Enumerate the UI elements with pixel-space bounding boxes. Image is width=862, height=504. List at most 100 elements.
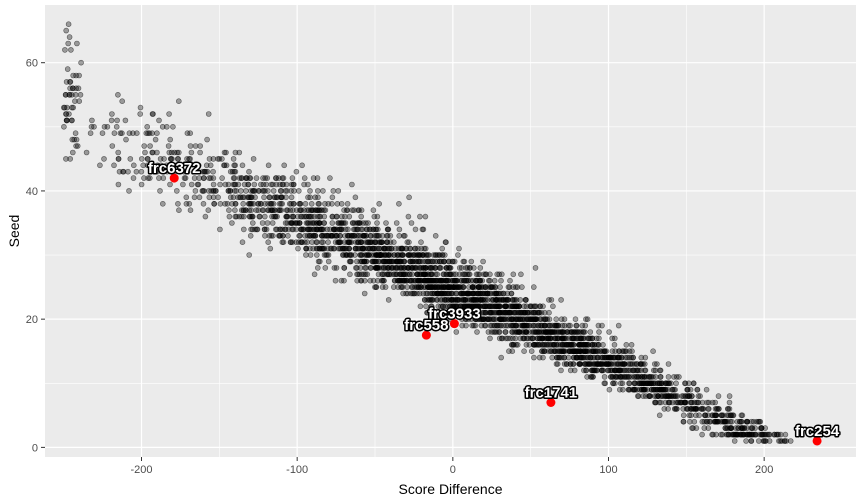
scatter-point: [538, 316, 544, 323]
scatter-point: [638, 354, 645, 361]
scatter-point: [740, 431, 747, 438]
scatter-point: [349, 207, 356, 213]
scatter-point: [539, 335, 546, 342]
scatter-point: [475, 297, 482, 303]
scatter-point: [491, 277, 498, 284]
scatter-point: [684, 386, 691, 393]
scatter-point: [489, 309, 495, 316]
scatter-point: [756, 431, 763, 438]
scatter-point: [574, 335, 581, 342]
scatter-point: [523, 341, 530, 348]
scatter-point: [553, 316, 560, 323]
scatter-point: [420, 252, 426, 258]
scatter-point: [243, 207, 249, 213]
scatter-point: [285, 226, 292, 233]
scatter-point: [373, 245, 380, 252]
scatter-point: [289, 175, 296, 181]
scatter-point: [210, 156, 217, 162]
scatter-point: [331, 265, 338, 271]
scatter-point: [364, 252, 370, 258]
scatter-point: [407, 258, 414, 265]
scatter-point: [455, 297, 462, 303]
scatter-point: [314, 188, 321, 194]
scatter-point: [303, 213, 309, 220]
scatter-point: [113, 124, 120, 130]
scatter-point: [684, 406, 691, 412]
scatter-point: [521, 348, 527, 355]
scatter-point: [316, 201, 322, 207]
scatter-point: [726, 406, 733, 412]
scatter-point: [73, 143, 79, 149]
scatter-point: [63, 27, 69, 34]
scatter-point: [608, 354, 615, 361]
scatter-point: [187, 130, 193, 136]
scatter-point: [480, 297, 486, 303]
scatter-point: [470, 322, 477, 329]
scatter-point: [353, 265, 359, 271]
scatter-point: [62, 92, 69, 98]
scatter-point: [593, 335, 600, 342]
scatter-point: [542, 329, 549, 335]
scatter-point: [245, 181, 251, 188]
scatter-point: [456, 245, 462, 252]
scatter-point: [408, 220, 415, 226]
scatter-point: [317, 207, 324, 213]
scatter-point: [159, 124, 166, 130]
x-tick-label: 200: [755, 464, 773, 476]
scatter-point: [87, 130, 94, 136]
scatter-point: [608, 361, 614, 367]
scatter-point: [679, 393, 685, 399]
scatter-point: [445, 284, 451, 290]
scatter-point: [595, 354, 601, 361]
scatter-point: [492, 322, 498, 329]
scatter-point: [594, 367, 600, 374]
scatter-point: [393, 258, 400, 265]
scatter-point: [338, 277, 345, 284]
scatter-point: [363, 220, 369, 226]
scatter-point: [474, 290, 481, 297]
scatter-point: [583, 348, 590, 355]
scatter-point: [432, 271, 439, 278]
scatter-point: [420, 226, 427, 233]
scatter-point: [638, 367, 645, 374]
scatter-point: [474, 329, 480, 335]
scatter-point: [67, 85, 73, 92]
scatter-point: [456, 265, 463, 271]
scatter-point: [376, 201, 383, 207]
scatter-point: [561, 335, 567, 342]
scatter-point: [288, 188, 294, 194]
scatter-point: [697, 393, 703, 399]
scatter-point: [336, 239, 342, 245]
scatter-point: [337, 226, 344, 233]
scatter-point: [385, 271, 392, 278]
scatter-point: [636, 380, 643, 387]
scatter-point: [292, 220, 299, 226]
scatter-point: [606, 329, 612, 335]
scatter-point: [130, 175, 137, 181]
scatter-point: [385, 226, 391, 233]
scatter-point: [705, 406, 712, 412]
scatter-point: [176, 98, 182, 104]
scatter-point: [485, 303, 492, 310]
scatter-point: [323, 233, 330, 239]
scatter-point: [279, 239, 286, 245]
scatter-point: [619, 380, 626, 387]
scatter-point: [546, 316, 553, 323]
scatter-point: [295, 245, 301, 252]
scatter-point: [465, 271, 472, 278]
scatter-point: [565, 322, 572, 329]
scatter-point: [253, 175, 260, 181]
highlight-label: frc254: [795, 423, 840, 440]
scatter-point: [248, 188, 254, 194]
scatter-point: [595, 322, 602, 329]
scatter-point: [166, 111, 172, 117]
scatter-point: [263, 226, 270, 233]
scatter-point: [694, 386, 701, 393]
scatter-point: [144, 124, 150, 130]
scatter-point: [210, 181, 217, 188]
scatter-point: [558, 297, 564, 303]
scatter-point: [566, 348, 573, 355]
scatter-point: [446, 265, 453, 271]
scatter-point: [722, 425, 729, 431]
scatter-point: [310, 175, 317, 181]
